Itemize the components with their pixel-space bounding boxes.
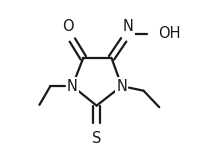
Text: N: N [67,79,78,94]
Text: O: O [63,19,74,34]
Text: OH: OH [158,26,180,41]
Text: S: S [92,131,101,146]
Text: N: N [123,19,133,34]
Text: N: N [116,79,127,94]
